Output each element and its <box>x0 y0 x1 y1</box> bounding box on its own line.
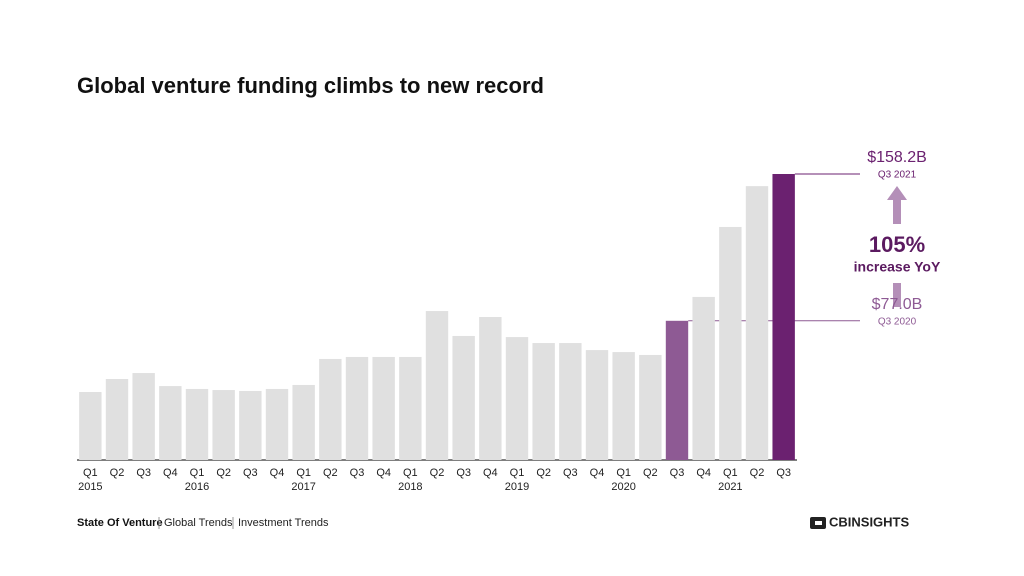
bar <box>585 350 609 460</box>
bar <box>399 356 422 460</box>
x-tick-label: Q3 <box>776 467 791 479</box>
x-tick-label: Q1 <box>723 467 738 479</box>
chart-title: Global venture funding climbs to new rec… <box>77 73 544 98</box>
bar <box>665 320 689 460</box>
x-tick-label: Q2 <box>536 467 551 479</box>
bar <box>292 384 315 460</box>
x-tick-label: Q4 <box>163 467 178 479</box>
bar <box>132 373 155 460</box>
value-label: $158.2B <box>867 149 927 166</box>
bar <box>265 388 289 460</box>
bar <box>212 390 235 460</box>
x-year-label: 2016 <box>185 481 209 493</box>
brand-logo <box>810 517 826 529</box>
bar <box>239 390 262 460</box>
footer-link[interactable]: Investment Trends <box>238 517 329 529</box>
x-year-label: 2018 <box>398 481 422 493</box>
value-sublabel: Q3 2021 <box>878 170 917 181</box>
bar <box>345 356 369 460</box>
x-tick-label: Q3 <box>670 467 685 479</box>
x-tick-label: Q3 <box>350 467 365 479</box>
bar <box>745 186 769 460</box>
x-tick-label: Q4 <box>483 467 498 479</box>
x-tick-label: Q1 <box>296 467 311 479</box>
x-tick-label: Q1 <box>616 467 631 479</box>
x-tick-label: Q2 <box>430 467 445 479</box>
bar <box>639 354 662 460</box>
bar <box>319 358 342 460</box>
x-year-label: 2021 <box>718 481 742 493</box>
x-tick-label: Q1 <box>510 467 525 479</box>
x-tick-label: Q3 <box>136 467 151 479</box>
x-tick-label: Q3 <box>456 467 471 479</box>
footer-link[interactable]: Global Trends <box>164 517 233 529</box>
x-year-label: 2019 <box>505 481 529 493</box>
bar <box>559 343 582 460</box>
x-tick-label: Q4 <box>270 467 285 479</box>
x-tick-label: Q3 <box>243 467 258 479</box>
x-tick-label: Q4 <box>696 467 711 479</box>
bar <box>425 311 449 460</box>
bar <box>612 352 635 460</box>
bar <box>772 174 795 460</box>
x-tick-label: Q2 <box>110 467 125 479</box>
bar <box>159 386 182 460</box>
x-tick-label: Q1 <box>83 467 98 479</box>
bar <box>79 392 102 460</box>
x-year-label: 2015 <box>78 481 102 493</box>
x-tick-label: Q2 <box>750 467 765 479</box>
x-tick-label: Q4 <box>376 467 391 479</box>
value-sublabel: Q3 2020 <box>878 316 917 327</box>
bar <box>505 337 529 460</box>
x-tick-label: Q1 <box>403 467 418 479</box>
bar <box>692 296 715 460</box>
x-year-label: 2020 <box>611 481 635 493</box>
x-tick-label: Q4 <box>590 467 605 479</box>
bar <box>452 335 475 460</box>
change-label: 105% <box>869 232 925 257</box>
x-year-label: 2017 <box>291 481 315 493</box>
bar <box>105 379 129 460</box>
x-tick-label: Q2 <box>323 467 338 479</box>
change-text: increase YoY <box>854 259 941 275</box>
x-tick-label: Q3 <box>563 467 578 479</box>
value-label: $77.0B <box>872 296 923 313</box>
brand-name: CBINSIGHTS <box>829 514 910 529</box>
bar <box>185 388 209 460</box>
bar <box>372 356 395 460</box>
footer-link[interactable]: State Of Venture <box>77 517 163 529</box>
x-tick-label: Q2 <box>216 467 231 479</box>
x-tick-label: Q1 <box>190 467 205 479</box>
yoy-arrow <box>887 186 907 307</box>
bar <box>479 317 502 460</box>
x-tick-label: Q2 <box>643 467 658 479</box>
bar <box>532 343 555 460</box>
bar <box>719 226 742 460</box>
